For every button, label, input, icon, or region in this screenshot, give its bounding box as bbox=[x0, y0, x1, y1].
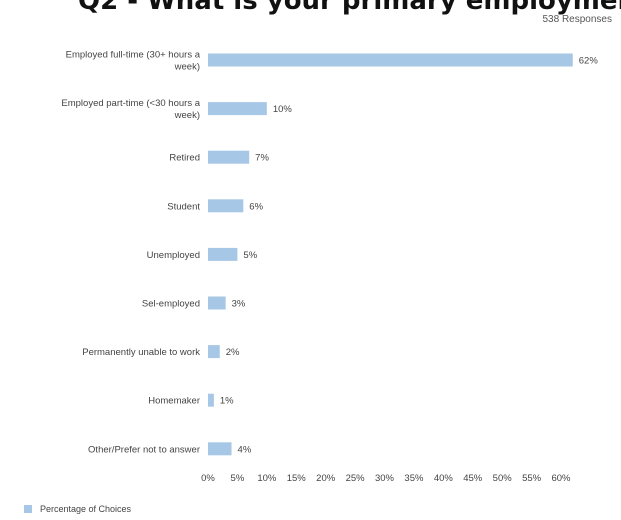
bar-chart: 62%Employed full-time (30+ hours aweek)1… bbox=[61, 50, 599, 485]
x-tick-label: 15% bbox=[287, 473, 307, 484]
bar-value-label: 3% bbox=[232, 299, 246, 310]
chart-title-clip: Q2 - What is your primary employment sta… bbox=[0, 0, 621, 18]
bar bbox=[208, 296, 226, 310]
category-label: Retired bbox=[169, 153, 200, 164]
bar-value-label: 4% bbox=[238, 444, 252, 455]
bar-value-label: 10% bbox=[273, 104, 293, 115]
x-tick-label: 35% bbox=[404, 473, 424, 484]
chart-title: Q2 - What is your primary employment sta… bbox=[78, 0, 621, 16]
x-tick-label: 30% bbox=[375, 473, 395, 484]
bar bbox=[208, 393, 214, 407]
x-tick-label: 5% bbox=[231, 473, 245, 484]
x-tick-label: 25% bbox=[346, 473, 366, 484]
bar-value-label: 7% bbox=[255, 153, 269, 164]
bar-value-label: 1% bbox=[220, 396, 234, 407]
category-label: Unemployed bbox=[147, 250, 200, 261]
bar-value-label: 62% bbox=[579, 56, 599, 67]
category-label: Employed full-time (30+ hours a bbox=[66, 50, 201, 61]
category-label: Employed part-time (<30 hours a bbox=[61, 98, 200, 109]
category-label: Sel-employed bbox=[142, 299, 200, 310]
bar-value-label: 6% bbox=[249, 201, 263, 212]
responses-count: 538 Responses bbox=[542, 14, 613, 25]
category-label: Student bbox=[167, 201, 200, 212]
x-tick-label: 20% bbox=[316, 473, 336, 484]
category-label: Permanently unable to work bbox=[82, 347, 200, 358]
legend-label: Percentage of Choices bbox=[40, 504, 132, 514]
x-tick-label: 10% bbox=[257, 473, 277, 484]
bar-value-label: 5% bbox=[243, 250, 257, 261]
bar bbox=[208, 442, 232, 456]
category-label: week) bbox=[174, 62, 200, 73]
category-label: Other/Prefer not to answer bbox=[88, 444, 200, 455]
bar bbox=[208, 150, 250, 164]
legend-swatch bbox=[24, 505, 32, 513]
legend: Percentage of Choices bbox=[24, 504, 131, 514]
bar bbox=[208, 199, 244, 213]
bar bbox=[208, 247, 238, 261]
category-label: Homemaker bbox=[148, 396, 200, 407]
x-tick-label: 45% bbox=[463, 473, 483, 484]
x-tick-label: 40% bbox=[434, 473, 454, 484]
bar bbox=[208, 102, 267, 116]
x-tick-label: 55% bbox=[522, 473, 542, 484]
x-tick-label: 0% bbox=[201, 473, 215, 484]
category-label: week) bbox=[174, 110, 200, 121]
x-tick-label: 60% bbox=[551, 473, 571, 484]
bar bbox=[208, 53, 573, 67]
bar bbox=[208, 345, 220, 359]
bar-value-label: 2% bbox=[226, 347, 240, 358]
x-tick-label: 50% bbox=[493, 473, 513, 484]
